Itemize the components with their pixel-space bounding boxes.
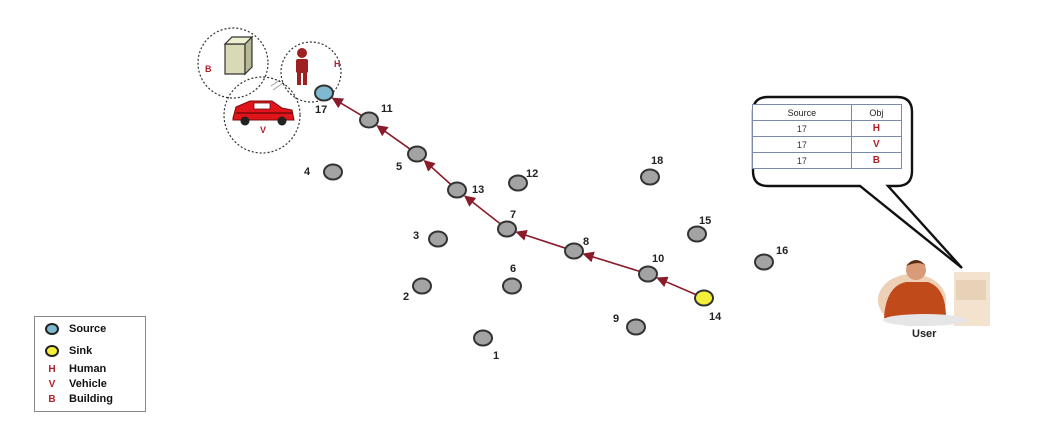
node-label: 14 — [709, 311, 722, 323]
route-arrow — [515, 229, 566, 249]
route-arrow — [464, 195, 501, 225]
sensor-node — [638, 265, 658, 283]
object-zone-vehicle: V — [223, 76, 301, 154]
sink-node — [694, 289, 714, 307]
legend-item-vehicle: V Vehicle — [45, 378, 107, 390]
table-row: 17 V — [752, 136, 903, 153]
table-header-source: Source — [752, 104, 852, 121]
node-label: 16 — [776, 245, 788, 257]
node-label: 18 — [651, 155, 663, 167]
object-zone-human: H — [270, 41, 342, 103]
vehicle-icon — [232, 100, 295, 126]
node-label: 5 — [396, 161, 402, 173]
legend-item-sink: Sink — [45, 345, 92, 357]
legend-item-human: H Human — [45, 363, 106, 375]
legend-label: Building — [69, 393, 113, 405]
sensor-node — [412, 277, 432, 295]
vehicle-letter: V — [260, 125, 266, 135]
table-row: 17 H — [752, 120, 903, 137]
table-cell-obj: B — [850, 152, 903, 169]
table-header-row: Source Obj — [752, 104, 903, 121]
table-cell-source: 17 — [752, 120, 852, 137]
table-cell-source: 17 — [752, 136, 852, 153]
table-header-obj: Obj — [850, 104, 903, 121]
legend-label: Sink — [69, 345, 93, 357]
node-label: 8 — [583, 236, 589, 248]
sensor-node — [407, 145, 427, 163]
table-cell-source: 17 — [752, 152, 852, 169]
user-icon — [878, 260, 990, 326]
sensor-node — [640, 168, 660, 186]
node-label: 13 — [472, 184, 484, 196]
sink-swatch-icon — [45, 345, 59, 357]
legend-key: V — [48, 378, 56, 390]
legend-label: Vehicle — [69, 378, 107, 390]
node-label: 17 — [315, 104, 327, 116]
legend-key: H — [48, 363, 56, 375]
node-label: 11 — [381, 103, 393, 115]
sensor-node — [428, 230, 448, 248]
route-arrow — [423, 159, 451, 185]
node-label: 6 — [510, 263, 516, 275]
node-label: 9 — [613, 313, 619, 325]
legend-item-source: Source — [45, 323, 106, 335]
sensor-node — [447, 181, 467, 199]
legend-item-building: B Building — [45, 393, 113, 405]
route-arrow — [331, 97, 362, 117]
route-arrow — [656, 276, 697, 296]
sensor-node — [754, 253, 774, 271]
node-label: 12 — [526, 168, 538, 180]
table-row: 17 B — [752, 152, 903, 169]
node-label: 7 — [510, 209, 516, 221]
building-icon — [223, 35, 254, 76]
node-label: 15 — [699, 215, 711, 227]
sensor-node — [502, 277, 522, 295]
legend: Source Sink H Human V Vehicle B Building — [34, 316, 146, 412]
legend-label: Source — [69, 323, 107, 335]
node-label: 4 — [304, 166, 311, 178]
table-cell-obj: H — [850, 120, 903, 137]
building-letter: B — [205, 64, 212, 74]
sensor-node — [359, 111, 379, 129]
human-icon — [296, 48, 308, 85]
sensor-node — [473, 329, 493, 347]
sensor-node — [564, 242, 584, 260]
sensor-node — [687, 225, 707, 243]
route-arrow — [376, 125, 411, 150]
sensor-node — [323, 163, 343, 181]
source-object-table: Source Obj 17 H 17 V 17 B — [752, 104, 903, 169]
human-letter: H — [334, 59, 341, 69]
source-swatch-icon — [45, 323, 59, 335]
node-label: 1 — [493, 350, 499, 362]
legend-label: Human — [69, 363, 107, 375]
object-zone-building: B — [197, 27, 269, 99]
sensor-node — [497, 220, 517, 238]
node-label: 3 — [413, 230, 419, 242]
legend-key: B — [48, 393, 56, 405]
sensor-node — [626, 318, 646, 336]
table-cell-obj: V — [850, 136, 903, 153]
route-arrow — [582, 251, 640, 273]
node-label: 10 — [652, 253, 664, 265]
source-node — [314, 84, 334, 102]
sensor-node — [508, 174, 528, 192]
node-label: 2 — [403, 291, 409, 303]
signal-lines — [270, 79, 284, 91]
route-arrows — [331, 97, 697, 296]
user-label: User — [912, 328, 937, 340]
